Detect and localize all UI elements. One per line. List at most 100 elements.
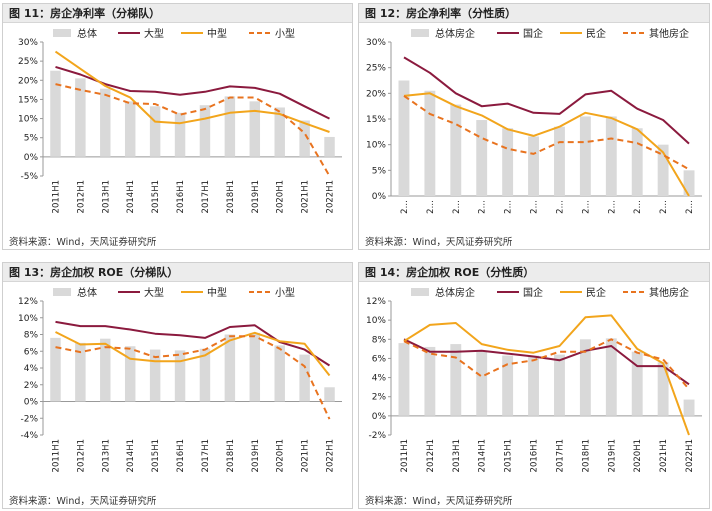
bar-总体房企: [605, 116, 617, 196]
bar-总体: [274, 345, 285, 402]
y-tick-label: 20%: [366, 89, 386, 99]
y-tick-label: 5%: [24, 134, 39, 144]
bar-总体房企: [476, 120, 488, 196]
x-tick-label: 2012H1: [426, 439, 436, 472]
x-tick-label: 2011H1: [51, 180, 61, 213]
x-tick-label: 2021H1: [301, 180, 311, 213]
x-tick-label: 2…: [400, 200, 410, 214]
legend-label: 大型: [144, 27, 164, 40]
legend-label: 民企: [586, 27, 606, 40]
y-tick-label: 30%: [18, 38, 38, 48]
chart-net-margin-tier: -5% 0% 5% 10% 15% 20% 25% 30% 2011H1 2012H1 2013H1…: [18, 27, 342, 213]
series-line-中型: [54, 50, 330, 133]
x-tick-label: 2…: [504, 200, 514, 214]
chart-title: 图 14：房企加权 ROE（分性质）: [359, 263, 709, 282]
y-tick-label: 0%: [24, 153, 39, 163]
y-tick-label: 20%: [18, 76, 38, 86]
x-tick-label: 2021H1: [301, 439, 311, 472]
legend-label: 大型: [144, 286, 164, 299]
x-tick-label: 2…: [659, 200, 669, 214]
panel-net-margin-ownership: 图 12：房企净利率（分性质） 0% 5% 10% 15% 20% 25% 30% 2… 2… 2…: [358, 3, 710, 250]
chart-roe-ownership: -2% 0% 2% 4% 6% 8% 10% 12% 2011H1 2012H1 2013H1 201…: [366, 286, 702, 472]
bar-总体: [124, 101, 136, 157]
bar-总体房企: [398, 80, 410, 196]
legend-label: 其他房企: [649, 27, 689, 40]
bar-总体房企: [398, 343, 410, 416]
bar-总体房企: [424, 346, 436, 416]
y-tick-label: 25%: [366, 64, 386, 74]
legend-label: 总体房企: [435, 286, 475, 299]
y-tick-label: 2%: [24, 381, 39, 391]
panel-roe-tier: 图 13：房企加权 ROE（分梯队） -4% -2% 0% 2% 4% 6% 8% 10% 12…: [2, 262, 353, 509]
bar-总体: [299, 120, 310, 157]
bar-总体: [199, 348, 211, 402]
bar-总体房企: [476, 351, 488, 416]
bar-总体: [224, 334, 236, 402]
legend-label: 国企: [523, 286, 543, 299]
x-tick-label: 2016H1: [176, 180, 186, 213]
x-tick-label: 2020H1: [276, 439, 286, 472]
y-tick-label: 15%: [18, 95, 38, 105]
x-tick-label: 2019H1: [251, 439, 261, 472]
y-tick-label: 12%: [366, 297, 386, 307]
bar-总体: [149, 106, 161, 157]
y-tick-label: 8%: [372, 335, 387, 345]
bar-总体房企: [528, 136, 539, 196]
chart-roe-tier: -4% -2% 0% 2% 4% 6% 8% 10% 12% 2011H1 2012H1 2013H1…: [18, 286, 342, 472]
y-tick-label: 30%: [366, 38, 386, 48]
y-tick-label: 4%: [24, 364, 39, 374]
bar-总体: [75, 78, 86, 157]
series-line-其他房企: [403, 95, 690, 171]
y-tick-label: 12%: [18, 297, 38, 307]
bar-总体房企: [554, 126, 565, 196]
x-tick-label: 2013H1: [452, 439, 462, 472]
legend-swatch: [53, 288, 71, 296]
bar-总体房企: [424, 90, 436, 196]
bar-总体: [324, 387, 335, 402]
chart-net-margin-ownership: 0% 5% 10% 15% 20% 25% 30% 2… 2… 2… 2… 2… 2… 2… 2… 2… 2… 2…: [366, 27, 702, 214]
x-tick-label: 2…: [633, 200, 643, 214]
x-tick-label: 2015H1: [151, 439, 161, 472]
bar-总体房企: [631, 351, 643, 416]
legend-label: 总体: [77, 286, 97, 299]
bar-总体房企: [502, 128, 514, 196]
x-tick-label: 2019H1: [251, 180, 261, 213]
x-tick-label: 2…: [426, 200, 436, 214]
x-tick-label: 2012H1: [76, 439, 86, 472]
series-line-民企: [403, 92, 690, 197]
series-line-小型: [55, 83, 331, 177]
source-note: 资料来源：Wind，天风证券研究所: [365, 496, 513, 507]
x-tick-label: 2019H1: [607, 439, 617, 472]
y-tick-label: 0%: [372, 412, 387, 422]
x-tick-label: 2…: [555, 200, 565, 214]
bar-总体: [149, 349, 161, 402]
x-tick-label: 2016H1: [176, 439, 186, 472]
y-tick-label: 4%: [372, 374, 387, 384]
x-tick-label: 2022H1: [685, 439, 695, 472]
bar-总体房企: [502, 355, 514, 416]
legend-label: 国企: [523, 27, 543, 40]
panel-net-margin-tier: 图 11：房企净利率（分梯队） -5% 0% 5% 10% 15% 20% 25% 30% 20…: [2, 3, 353, 250]
chart-title: 图 13：房企加权 ROE（分梯队）: [3, 263, 352, 282]
bar-总体房企: [605, 338, 617, 416]
x-tick-label: 2022H1: [326, 439, 336, 472]
bar-总体: [124, 346, 136, 402]
bar-总体房企: [554, 354, 565, 416]
legend-label: 小型: [275, 286, 295, 299]
panel-roe-ownership: 图 14：房企加权 ROE（分性质） -2% 0% 2% 4% 6% 8% 10% 12% 20…: [358, 262, 710, 509]
y-tick-label: 5%: [372, 166, 387, 176]
x-tick-label: 2018H1: [226, 439, 236, 472]
y-tick-label: 10%: [18, 314, 38, 324]
legend-label: 民企: [586, 286, 606, 299]
x-tick-label: 2015H1: [151, 180, 161, 213]
bar-总体房企: [657, 144, 669, 196]
x-tick-label: 2013H1: [101, 180, 111, 213]
series-line-大型: [55, 320, 331, 367]
x-tick-label: 2…: [478, 200, 488, 214]
y-tick-label: -5%: [20, 172, 38, 182]
bar-总体房企: [579, 339, 591, 416]
bar-总体: [249, 101, 261, 157]
bar-总体: [50, 70, 61, 157]
bar-总体: [174, 350, 186, 402]
y-tick-label: 0%: [24, 398, 39, 408]
